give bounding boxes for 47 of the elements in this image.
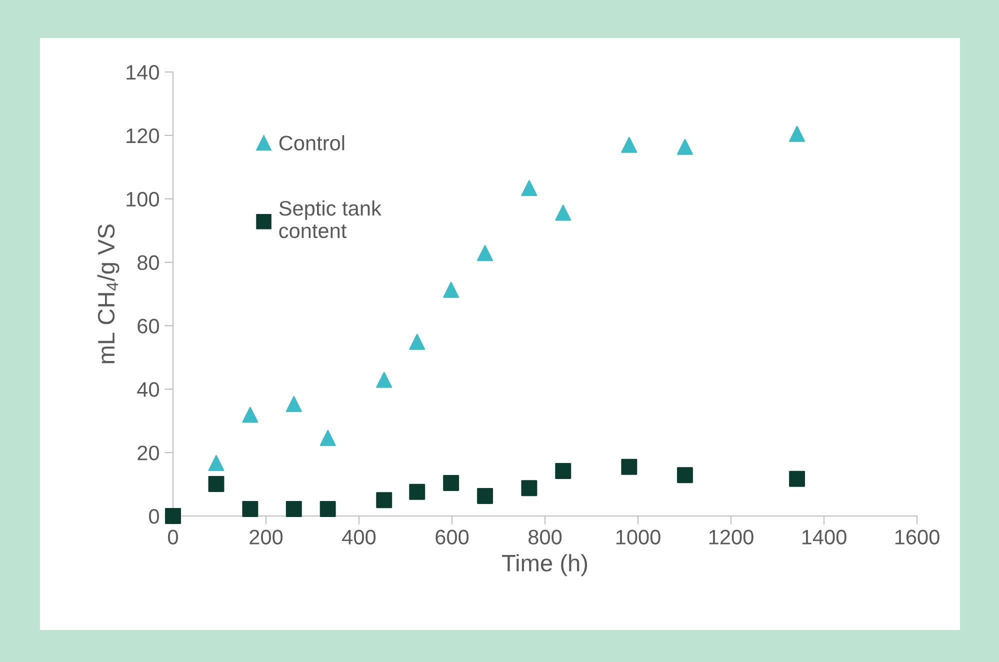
point (621, 136, 638, 153)
point (443, 282, 460, 298)
legend-label: Septic tank content (279, 200, 382, 238)
x-tick-label: 400 (342, 530, 376, 544)
y-tick-label: 140 (126, 65, 159, 80)
y-tick-label: 120 (126, 128, 159, 144)
point (443, 475, 460, 491)
point (477, 245, 493, 262)
y-tick-label: 100 (126, 192, 159, 207)
point (621, 458, 638, 475)
point (409, 334, 426, 350)
x-tick-label: 1400 (802, 530, 846, 544)
x-tick-label: 0 (168, 530, 178, 544)
y-tick-label: 20 (138, 446, 159, 460)
x-tick-label: 200 (250, 530, 283, 544)
legend-label: Control (279, 135, 344, 150)
point (320, 430, 336, 446)
point (376, 372, 392, 388)
x-axis-title: Time (h) (502, 554, 588, 576)
point (286, 396, 302, 412)
y-tick-label: 40 (137, 382, 159, 397)
x-tick-label: 1000 (616, 530, 660, 544)
point (555, 462, 572, 479)
point (242, 406, 258, 423)
x-tick-label: 800 (528, 530, 562, 544)
y-tick-label: 0 (149, 509, 159, 524)
point (555, 204, 572, 221)
point (521, 180, 538, 196)
point (320, 501, 336, 517)
y-axis-title: mL CH$_{4}$/g VS (97, 224, 120, 364)
point (376, 492, 392, 508)
x-tick-label: 600 (436, 530, 469, 544)
point (789, 126, 806, 142)
point (409, 484, 426, 500)
x-tick-label: 1200 (709, 530, 754, 544)
point (789, 470, 806, 487)
x-tick-label: 1600 (895, 530, 940, 544)
point (242, 501, 258, 517)
y-tick-label: 60 (138, 318, 159, 334)
point (676, 138, 693, 155)
point (477, 488, 493, 504)
point (521, 480, 538, 496)
point (208, 476, 224, 492)
y-tick-label: 80 (138, 255, 159, 270)
point (286, 501, 302, 517)
point (676, 467, 693, 484)
point (208, 455, 224, 472)
